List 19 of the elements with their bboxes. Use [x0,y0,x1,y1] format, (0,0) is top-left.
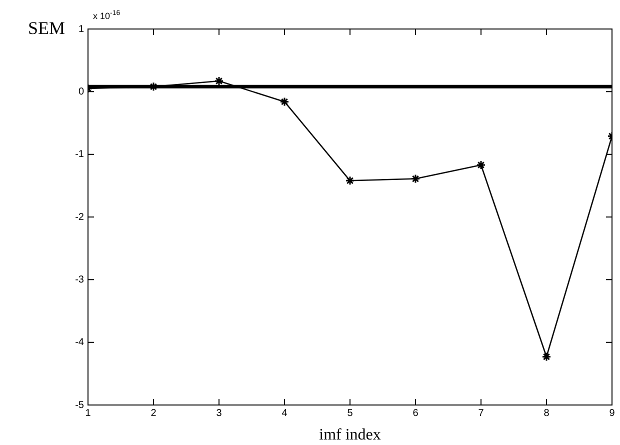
x-tick-label: 1 [85,408,92,419]
x-tick-label: 4 [282,408,288,419]
x-tick-label: 3 [216,408,222,419]
y-tick-label: -4 [75,337,84,348]
x-tick-label: 2 [150,408,157,419]
x-tick-label: 6 [412,408,419,419]
y-axis-title: SEM [28,18,66,39]
x-tick-label: 8 [544,408,550,419]
y-tick-label: -1 [75,149,84,160]
x-tick-label: 9 [609,408,616,419]
y-tick-label: -2 [75,212,84,223]
y-tick-label: 1 [78,24,84,35]
x-axis-title: imf index [319,426,381,444]
y-tick-label: -3 [75,274,84,286]
y-tick-label: -5 [75,400,84,411]
y-tick-label: 0 [78,86,84,98]
x-tick-label: 5 [347,408,354,419]
text: x 10$^{-16}$ [93,10,120,21]
x-tick-label: 7 [478,408,484,419]
